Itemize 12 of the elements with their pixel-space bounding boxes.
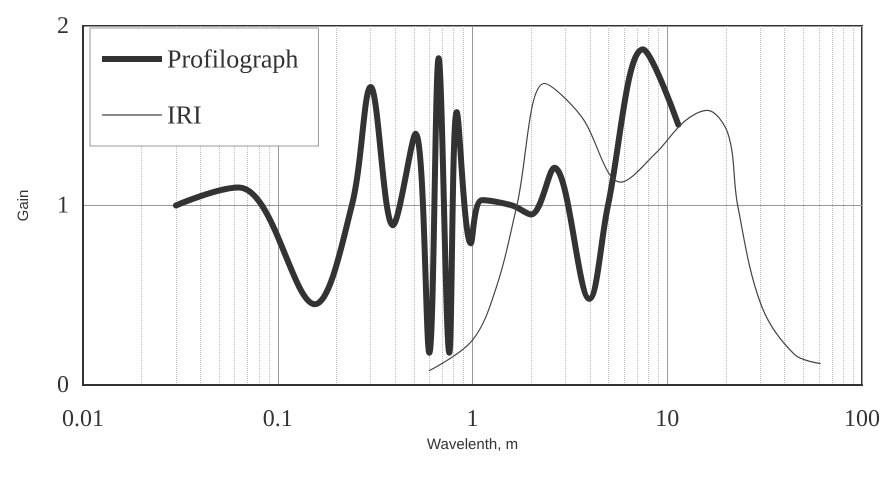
y-axis-title: Gain	[15, 190, 32, 222]
legend-label: IRI	[167, 100, 202, 130]
legend-label: Profilograph	[167, 44, 298, 74]
x-tick-label: 100	[844, 406, 880, 432]
y-tick-label: 0	[57, 372, 69, 398]
y-tick-label: 2	[57, 13, 69, 39]
x-axis-title: Wavelenth, m	[426, 436, 518, 453]
x-tick-label: 1	[466, 406, 478, 432]
x-tick-label: 0.01	[62, 406, 104, 432]
x-tick-label: 10	[655, 406, 680, 432]
x-tick-label: 0.1	[262, 406, 293, 432]
y-tick-label: 1	[57, 192, 69, 218]
